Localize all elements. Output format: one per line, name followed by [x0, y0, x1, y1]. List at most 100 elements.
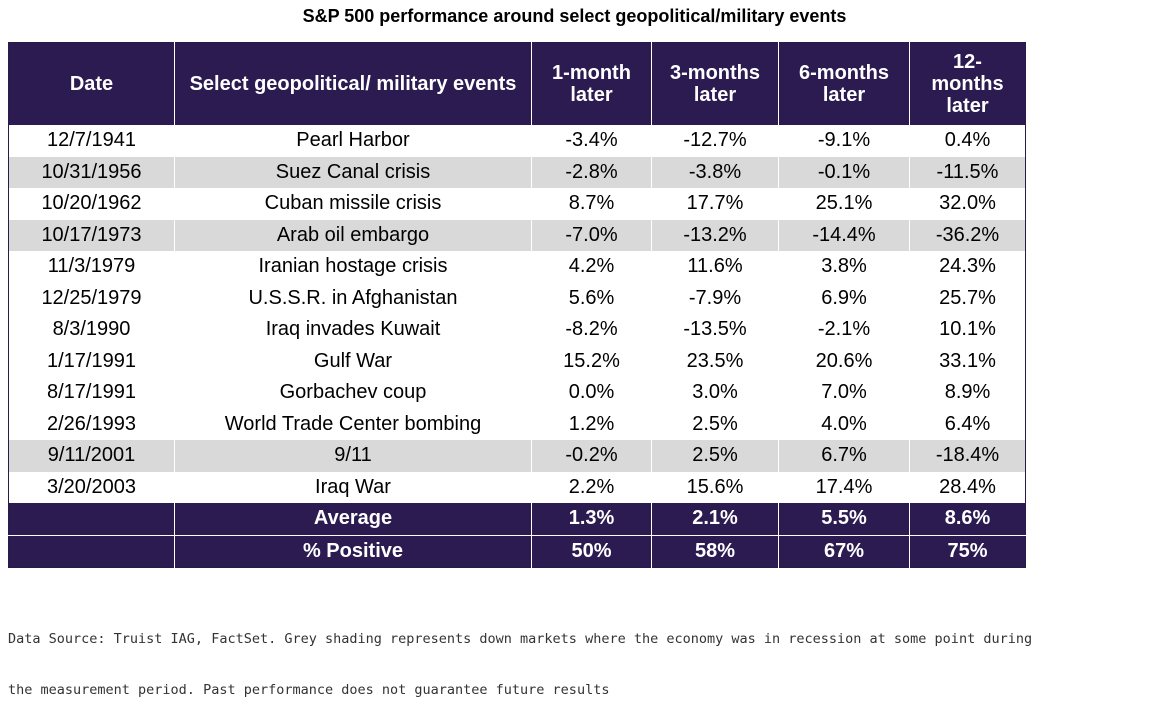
- cell-3-months: -13.2%: [651, 219, 779, 251]
- cell-3-months: 17.7%: [651, 188, 779, 220]
- cell-1-month: -8.2%: [531, 314, 652, 346]
- cell-event: Iranian hostage crisis: [174, 251, 532, 283]
- cell-6-months: 3.8%: [778, 251, 910, 283]
- cell-date: 1/17/1991: [8, 345, 175, 377]
- cell-6-months: 4.0%: [778, 408, 910, 440]
- summary-label: Average: [174, 503, 532, 535]
- cell-3-months: 2.5%: [651, 440, 779, 472]
- summary-3-months: 2.1%: [651, 503, 779, 535]
- cell-1-month: 2.2%: [531, 471, 652, 503]
- cell-3-months: -12.7%: [651, 125, 779, 157]
- cell-event: World Trade Center bombing: [174, 408, 532, 440]
- cell-3-months: -13.5%: [651, 314, 779, 346]
- summary-12-months: 75%: [909, 534, 1026, 568]
- cell-3-months: 11.6%: [651, 251, 779, 283]
- cell-12-months: 10.1%: [909, 314, 1026, 346]
- table-row: 12/25/1979 U.S.S.R. in Afghanistan 5.6% -7.…: [8, 282, 1026, 314]
- summary-row: Average 1.3% 2.1% 5.5% 8.6%: [8, 503, 1026, 535]
- cell-event: Pearl Harbor: [174, 125, 532, 157]
- cell-date: 10/17/1973: [8, 219, 175, 251]
- summary-3-months: 58%: [651, 534, 779, 568]
- cell-12-months: -11.5%: [909, 156, 1026, 188]
- source-note-line: Data Source: Truist IAG, FactSet. Grey s…: [8, 631, 1033, 647]
- cell-3-months: 2.5%: [651, 408, 779, 440]
- cell-3-months: -3.8%: [651, 156, 779, 188]
- cell-1-month: 5.6%: [531, 282, 652, 314]
- cell-12-months: 8.9%: [909, 377, 1026, 409]
- cell-date: 9/11/2001: [8, 440, 175, 472]
- table-row: 8/17/1991 Gorbachev coup 0.0% 3.0% 7.0% 8.9%: [8, 377, 1026, 409]
- cell-12-months: -18.4%: [909, 440, 1026, 472]
- cell-3-months: 23.5%: [651, 345, 779, 377]
- column-header-6-months: 6-months later: [778, 42, 910, 125]
- cell-12-months: 0.4%: [909, 125, 1026, 157]
- cell-12-months: 6.4%: [909, 408, 1026, 440]
- summary-1-month: 50%: [531, 534, 652, 568]
- cell-event: Cuban missile crisis: [174, 188, 532, 220]
- cell-1-month: -3.4%: [531, 125, 652, 157]
- performance-table: Date Select geopolitical/ military event…: [8, 42, 1026, 568]
- cell-1-month: 8.7%: [531, 188, 652, 220]
- cell-1-month: 4.2%: [531, 251, 652, 283]
- cell-empty: [8, 534, 175, 568]
- table-row: 10/20/1962 Cuban missile crisis 8.7% 17.7% 2…: [8, 188, 1026, 220]
- cell-date: 12/7/1941: [8, 125, 175, 157]
- cell-12-months: 33.1%: [909, 345, 1026, 377]
- cell-date: 10/31/1956: [8, 156, 175, 188]
- cell-event: U.S.S.R. in Afghanistan: [174, 282, 532, 314]
- cell-1-month: -2.8%: [531, 156, 652, 188]
- cell-event: Gulf War: [174, 345, 532, 377]
- cell-3-months: -7.9%: [651, 282, 779, 314]
- cell-6-months: -0.1%: [778, 156, 910, 188]
- cell-3-months: 15.6%: [651, 471, 779, 503]
- table-row: 10/17/1973 Arab oil embargo -7.0% -13.2% -14…: [8, 219, 1026, 251]
- cell-6-months: 6.7%: [778, 440, 910, 472]
- cell-date: 8/17/1991: [8, 377, 175, 409]
- table-summary: Average 1.3% 2.1% 5.5% 8.6%% Positive 50% 58% 6…: [8, 503, 1026, 568]
- cell-6-months: -2.1%: [778, 314, 910, 346]
- source-note: Data Source: Truist IAG, FactSet. Grey s…: [8, 597, 1148, 716]
- cell-event: Suez Canal crisis: [174, 156, 532, 188]
- cell-date: 3/20/2003: [8, 471, 175, 503]
- table-row: 11/3/1979 Iranian hostage crisis 4.2% 11.6%…: [8, 251, 1026, 283]
- cell-6-months: -9.1%: [778, 125, 910, 157]
- cell-date: 10/20/1962: [8, 188, 175, 220]
- cell-1-month: 1.2%: [531, 408, 652, 440]
- cell-date: 8/3/1990: [8, 314, 175, 346]
- table-title: S&P 500 performance around select geopol…: [302, 6, 847, 26]
- cell-6-months: 17.4%: [778, 471, 910, 503]
- table-row: 2/26/1993 World Trade Center bombing 1.2% 2…: [8, 408, 1026, 440]
- cell-event: Iraq invades Kuwait: [174, 314, 532, 346]
- table-row: 9/11/2001 9/11 -0.2% 2.5% 6.7% -18.4%: [8, 440, 1026, 472]
- table-body: 12/7/1941 Pearl Harbor -3.4% -12.7% -9.1% 0.4…: [8, 125, 1026, 503]
- cell-1-month: -7.0%: [531, 219, 652, 251]
- cell-date: 2/26/1993: [8, 408, 175, 440]
- cell-6-months: 20.6%: [778, 345, 910, 377]
- cell-event: Gorbachev coup: [174, 377, 532, 409]
- cell-1-month: 15.2%: [531, 345, 652, 377]
- table-row: 8/3/1990 Iraq invades Kuwait -8.2% -13.5% -2…: [8, 314, 1026, 346]
- column-header-date: Date: [8, 42, 175, 125]
- cell-6-months: 7.0%: [778, 377, 910, 409]
- cell-1-month: 0.0%: [531, 377, 652, 409]
- summary-12-months: 8.6%: [909, 503, 1026, 535]
- cell-event: Iraq War: [174, 471, 532, 503]
- cell-12-months: 28.4%: [909, 471, 1026, 503]
- summary-6-months: 67%: [778, 534, 910, 568]
- table-row: 10/31/1956 Suez Canal crisis -2.8% -3.8% -0.…: [8, 156, 1026, 188]
- summary-6-months: 5.5%: [778, 503, 910, 535]
- cell-event: Arab oil embargo: [174, 219, 532, 251]
- table-row: 12/7/1941 Pearl Harbor -3.4% -12.7% -9.1% 0.4…: [8, 125, 1026, 157]
- cell-12-months: 24.3%: [909, 251, 1026, 283]
- cell-6-months: 6.9%: [778, 282, 910, 314]
- source-note-line: the measurement period. Past performance…: [8, 682, 610, 698]
- cell-date: 12/25/1979: [8, 282, 175, 314]
- cell-1-month: -0.2%: [531, 440, 652, 472]
- column-header-3-months: 3-months later: [651, 42, 779, 125]
- header-row: Date Select geopolitical/ military event…: [8, 42, 1026, 125]
- table-row: 1/17/1991 Gulf War 15.2% 23.5% 20.6% 33.1%: [8, 345, 1026, 377]
- column-header-1-month: 1-month later: [531, 42, 652, 125]
- cell-6-months: 25.1%: [778, 188, 910, 220]
- cell-event: 9/11: [174, 440, 532, 472]
- summary-row: % Positive 50% 58% 67% 75%: [8, 534, 1026, 568]
